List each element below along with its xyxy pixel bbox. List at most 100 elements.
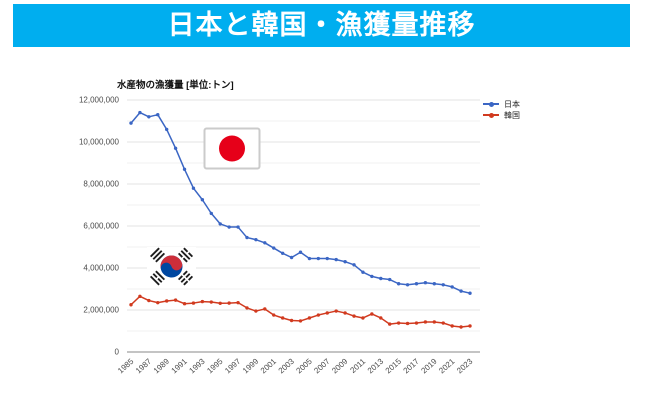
y-axis-tick-label: 10,000,000 xyxy=(79,138,120,147)
korea-flag-image xyxy=(147,247,196,286)
data-point-japan xyxy=(200,198,205,202)
data-point-japan xyxy=(164,127,169,132)
data-point-japan xyxy=(307,256,312,261)
data-point-korea xyxy=(343,311,347,315)
data-point-japan xyxy=(191,186,196,190)
trigram-bar xyxy=(185,273,191,279)
data-point-korea xyxy=(156,300,160,305)
trigram-bar xyxy=(177,275,183,281)
data-point-korea xyxy=(191,301,196,305)
data-point-japan xyxy=(156,113,160,117)
trigram-bar xyxy=(177,252,183,258)
page-title: 日本と韓国・漁獲量推移 xyxy=(167,10,476,40)
data-point-japan xyxy=(289,255,294,260)
trigram-bar xyxy=(149,247,160,258)
data-point-korea xyxy=(263,307,267,311)
data-point-japan xyxy=(370,274,374,279)
data-point-korea xyxy=(147,298,151,303)
data-point-japan xyxy=(325,256,329,261)
taegeuk-red-half xyxy=(160,255,183,271)
data-point-korea xyxy=(468,324,472,328)
legend-label-korea: 韓国 xyxy=(504,110,520,120)
data-point-japan xyxy=(450,285,454,289)
data-point-korea xyxy=(450,324,454,328)
data-point-korea xyxy=(441,321,445,325)
trigram-bar xyxy=(155,252,166,263)
taegeuk-icon xyxy=(160,255,183,278)
y-axis-tick-label: 0 xyxy=(115,348,120,357)
trigram-bar xyxy=(180,250,191,260)
data-point-japan xyxy=(298,250,303,254)
x-axis-tick-label: 2001 xyxy=(259,356,279,375)
data-point-korea xyxy=(388,322,392,326)
x-axis-tick-label: 1993 xyxy=(187,356,207,375)
data-point-japan xyxy=(459,289,463,293)
data-point-japan xyxy=(316,256,321,261)
data-point-japan xyxy=(254,237,258,242)
x-axis-tick-label: 2007 xyxy=(312,356,332,375)
x-axis-tick-label: 1999 xyxy=(241,356,261,375)
trigram-bar xyxy=(183,280,189,286)
trigram-bar xyxy=(182,270,188,276)
data-point-korea xyxy=(173,298,178,302)
data-point-korea xyxy=(414,321,419,325)
trigram-bar xyxy=(180,277,186,283)
korea-series-swatch-icon xyxy=(483,112,499,118)
data-point-korea xyxy=(334,309,338,313)
data-point-japan xyxy=(147,115,151,119)
data-point-japan xyxy=(441,283,445,287)
x-axis-tick-label: 2009 xyxy=(330,356,350,375)
trigram-bar xyxy=(157,277,163,283)
data-point-japan xyxy=(236,225,240,229)
data-point-korea xyxy=(227,301,231,305)
trigram-bar xyxy=(155,270,166,281)
trigram-icon xyxy=(149,247,166,263)
data-point-japan xyxy=(129,121,133,125)
data-point-japan xyxy=(379,276,383,281)
data-point-japan xyxy=(396,282,401,286)
data-point-japan xyxy=(405,283,410,287)
data-point-japan xyxy=(263,241,267,245)
data-point-korea xyxy=(423,320,428,324)
trigram-bar xyxy=(152,250,163,260)
data-point-korea xyxy=(316,313,321,317)
data-point-japan xyxy=(227,225,231,229)
x-axis-tick-label: 2013 xyxy=(366,356,386,375)
x-axis-tick-label: 2021 xyxy=(437,356,457,375)
y-axis-tick-label: 4,000,000 xyxy=(83,264,119,273)
data-point-korea xyxy=(325,311,329,315)
x-axis-tick-label: 1989 xyxy=(152,356,172,375)
japan-series-swatch-icon xyxy=(483,101,499,107)
data-point-korea xyxy=(164,299,169,303)
data-point-japan xyxy=(182,167,187,171)
trigram-bar xyxy=(188,252,194,258)
data-point-korea xyxy=(379,316,383,320)
data-point-korea xyxy=(361,316,365,320)
x-axis-tick-label: 1991 xyxy=(170,356,190,375)
legend-label-japan: 日本 xyxy=(504,99,520,109)
data-point-korea xyxy=(307,316,312,320)
data-point-korea xyxy=(289,318,294,323)
data-point-korea xyxy=(432,320,437,324)
x-axis-tick-label: 2017 xyxy=(402,356,422,375)
data-point-japan xyxy=(173,146,178,150)
y-axis-tick-label: 12,000,000 xyxy=(79,96,120,105)
data-point-japan xyxy=(138,110,142,115)
x-axis-tick-label: 2011 xyxy=(348,356,367,375)
y-axis-tick-label: 6,000,000 xyxy=(83,222,119,231)
x-axis-tick-label: 2003 xyxy=(277,356,297,375)
page-title-banner: 日本と韓国・漁獲量推移 xyxy=(13,4,630,47)
data-point-korea xyxy=(129,303,133,307)
legend-item-japan: 日本 xyxy=(483,99,520,109)
trigram-bar xyxy=(149,275,160,286)
x-axis-tick-label: 2019 xyxy=(419,356,439,375)
data-point-japan xyxy=(388,277,392,282)
x-axis-tick-label: 1995 xyxy=(205,356,225,375)
data-point-korea xyxy=(272,313,276,317)
data-point-japan xyxy=(272,246,276,250)
data-point-korea xyxy=(209,300,213,304)
y-axis-tick-label: 8,000,000 xyxy=(83,180,119,189)
data-point-japan xyxy=(352,263,356,267)
data-point-japan xyxy=(414,282,419,286)
